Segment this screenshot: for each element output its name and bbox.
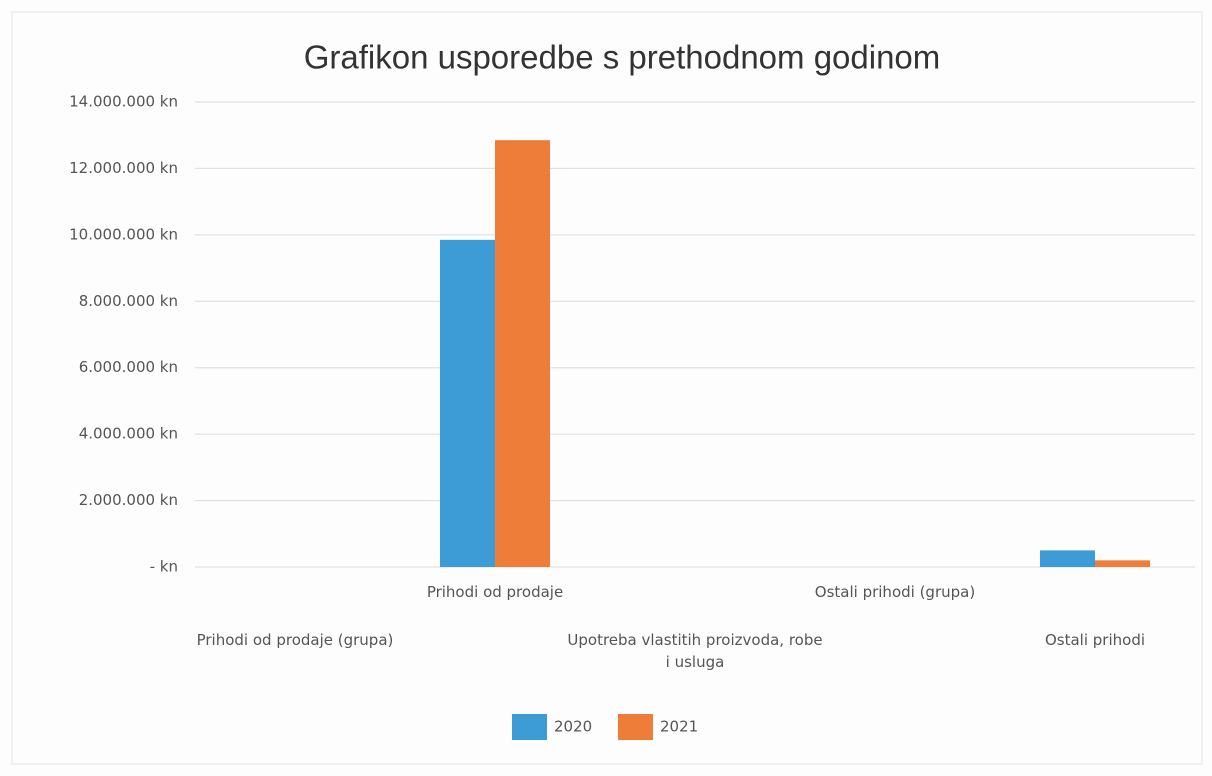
y-tick-label: 14.000.000 kn xyxy=(69,93,178,111)
legend-label: 2021 xyxy=(660,718,698,736)
y-tick-label: 4.000.000 kn xyxy=(79,425,178,443)
y-tick-label: 8.000.000 kn xyxy=(79,292,178,310)
bar xyxy=(1040,550,1095,567)
x-tick-label: Upotreba vlastitih proizvoda, robe i usl… xyxy=(567,631,823,671)
y-tick-label: - kn xyxy=(150,558,178,576)
bar xyxy=(495,140,550,568)
bar xyxy=(440,239,495,567)
chart-border xyxy=(11,11,1203,765)
y-tick-label: 12.000.000 kn xyxy=(69,159,178,177)
legend-label: 2020 xyxy=(554,718,592,736)
y-tick-label: 10.000.000 kn xyxy=(69,225,178,243)
x-tick-label: Ostali prihodi xyxy=(1044,631,1146,649)
y-tick-label: 6.000.000 kn xyxy=(79,358,178,376)
x-tick-label: Prihodi od prodaje xyxy=(426,583,564,601)
bar xyxy=(1095,560,1150,567)
legend-swatch xyxy=(512,714,547,740)
x-tick-label: Prihodi od prodaje (grupa) xyxy=(196,631,394,649)
chart-title: Grafikon usporedbe s prethodnom godinom xyxy=(304,39,941,76)
legend-swatch xyxy=(618,714,653,740)
y-tick-label: 2.000.000 kn xyxy=(79,491,178,509)
x-tick-label: Ostali prihodi (grupa) xyxy=(814,583,976,601)
